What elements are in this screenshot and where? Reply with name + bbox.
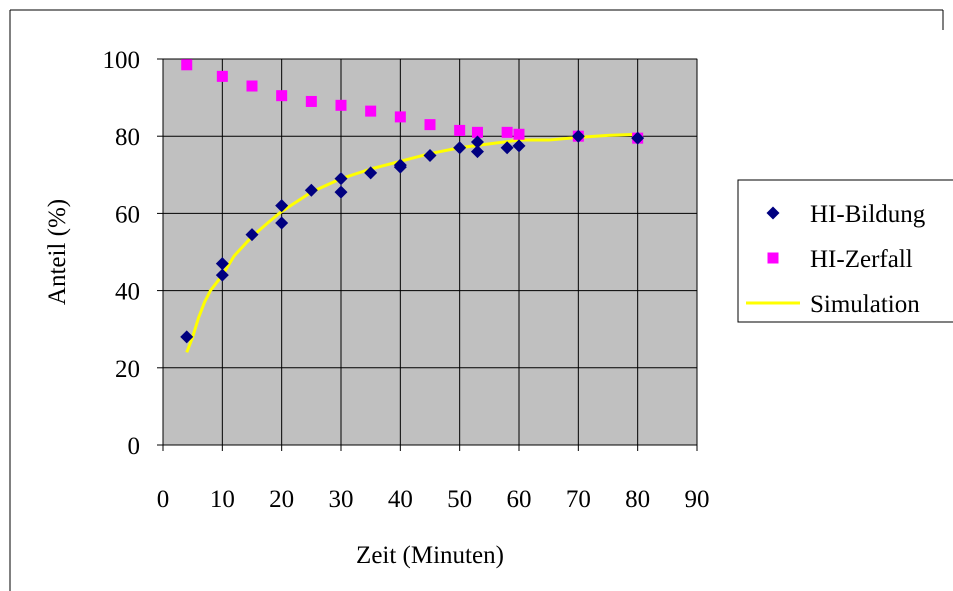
hi-zerfall-point [246,80,258,92]
hi-zerfall-point [216,70,228,82]
hi-zerfall-point [335,99,347,111]
x-tick-label: 70 [566,486,591,513]
legend: HI-Bildung HI-Zerfall Simulation [737,179,953,323]
x-tick-label: 50 [447,486,472,513]
legend-marker-hi-bildung [766,206,780,220]
hi-zerfall-point [181,59,193,71]
hi-bildung-point [364,166,378,180]
hi-bildung-point [512,139,526,153]
plot-area [162,58,698,446]
x-tick-label: 40 [388,486,413,513]
hi-bildung-point [215,268,229,282]
x-tick-label: 80 [625,486,650,513]
hi-zerfall-point [471,126,483,138]
gridlines [163,58,698,445]
hi-bildung-point [423,149,437,162]
y-tick-label: 60 [115,201,140,228]
x-tick-labels: 0 10 20 30 40 50 60 70 80 90 [157,486,710,513]
hi-bildung-point [571,129,585,143]
hi-zerfall-point [501,126,513,138]
hi-zerfall-point [424,119,436,131]
chart-frame [9,9,944,591]
series-simulation [185,132,638,353]
hi-bildung-point [275,216,289,230]
x-tick-label: 20 [269,486,294,513]
hi-bildung-point [245,228,259,242]
x-tick-label: 30 [329,486,354,513]
x-tick-label: 0 [157,486,170,513]
x-tick-label: 60 [507,486,532,513]
hi-zerfall-point [454,124,466,136]
hi-zerfall-point [513,128,525,140]
y-tick-label: 80 [115,124,140,151]
hi-bildung-point [453,141,467,155]
x-axis-label: Zeit (Minuten) [356,542,504,569]
hi-zerfall-point [365,105,377,117]
hi-zerfall-point [305,95,317,107]
hi-zerfall-point [276,90,288,102]
y-tick-labels: 0 20 40 60 80 100 [103,47,141,460]
hi-bildung-point [470,145,484,159]
hi-bildung-point [275,199,289,213]
legend-entry-label: Simulation [810,291,920,318]
hi-bildung-point [180,330,194,344]
hi-bildung-point [334,185,348,199]
legend-box [737,179,953,323]
y-tick-label: 20 [115,356,140,383]
x-tick-label: 90 [685,486,710,513]
legend-entry-label: HI-Zerfall [810,246,913,273]
y-tick-label: 100 [103,47,141,74]
hi-bildung-point [500,141,514,155]
series-hi-bildung [180,129,645,344]
simulation-line [185,132,638,353]
hi-bildung-point [304,183,318,197]
hi-bildung-point [470,135,484,149]
hi-bildung-point [631,131,645,145]
axes [157,58,698,451]
y-tick-label: 40 [115,279,140,306]
hi-zerfall-point [394,111,406,123]
hi-bildung-point [334,172,348,186]
y-tick-label: 0 [128,433,141,460]
legend-marker-hi-zerfall [767,252,779,264]
hi-bildung-point [215,257,229,271]
hi-bildung-point [393,160,407,174]
legend-entry-label: HI-Bildung [810,201,926,228]
x-tick-label: 10 [210,486,235,513]
y-axis-label: Anteil (%) [44,199,71,305]
